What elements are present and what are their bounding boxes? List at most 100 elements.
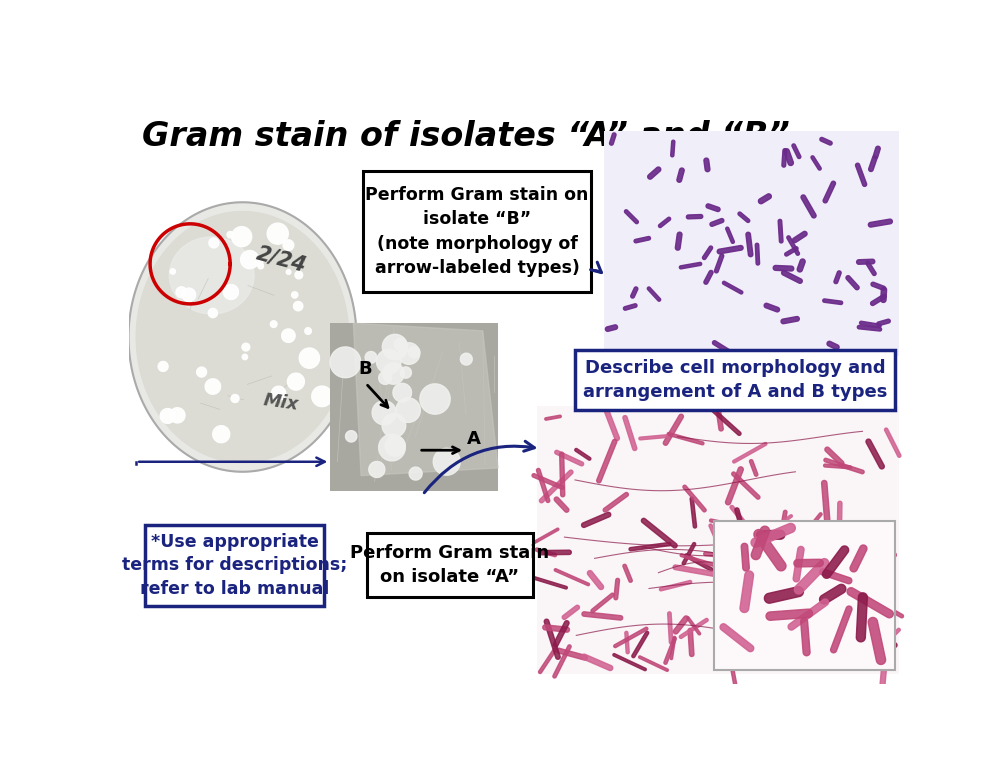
Polygon shape [829,530,833,571]
Polygon shape [242,354,248,359]
Polygon shape [658,217,670,227]
Polygon shape [707,404,741,435]
Polygon shape [727,647,737,687]
Polygon shape [764,303,779,312]
Polygon shape [758,194,771,204]
Polygon shape [792,231,807,243]
Polygon shape [160,409,175,423]
Polygon shape [158,362,168,372]
Polygon shape [733,442,767,463]
Polygon shape [856,164,867,187]
Polygon shape [722,594,756,615]
Polygon shape [720,624,754,651]
Polygon shape [206,379,221,394]
Polygon shape [614,627,648,647]
Polygon shape [801,195,816,218]
Polygon shape [232,227,252,247]
Polygon shape [311,386,333,406]
Polygon shape [858,604,870,623]
Polygon shape [670,637,675,660]
Polygon shape [868,219,892,227]
Polygon shape [270,321,277,327]
Polygon shape [782,149,786,167]
Polygon shape [379,434,405,461]
Polygon shape [613,654,646,670]
Polygon shape [525,528,558,548]
Polygon shape [811,156,822,170]
Bar [714,521,895,670]
Polygon shape [710,219,724,227]
Polygon shape [398,343,419,364]
Polygon shape [868,643,897,647]
Polygon shape [825,447,844,465]
Polygon shape [720,607,728,644]
Polygon shape [379,372,392,385]
Polygon shape [757,530,785,540]
Polygon shape [227,231,234,238]
Polygon shape [880,643,888,686]
Bar [536,406,898,674]
Polygon shape [784,149,793,165]
Polygon shape [750,460,758,476]
Polygon shape [797,259,805,272]
Polygon shape [377,349,401,374]
Bar [145,525,325,606]
Polygon shape [588,571,604,590]
Polygon shape [781,316,799,323]
Polygon shape [781,270,802,283]
Polygon shape [797,513,823,543]
Polygon shape [281,329,295,343]
Polygon shape [868,596,903,617]
Polygon shape [602,402,619,441]
Polygon shape [631,287,638,298]
Polygon shape [553,621,570,647]
Polygon shape [686,214,703,219]
Polygon shape [354,323,498,475]
Polygon shape [868,591,892,626]
Polygon shape [740,571,754,613]
Polygon shape [667,612,672,644]
Polygon shape [396,398,420,422]
Polygon shape [542,625,570,632]
Text: Gram stain of isolates “A” and “B”: Gram stain of isolates “A” and “B” [142,121,790,154]
Polygon shape [625,631,629,654]
Polygon shape [807,604,818,649]
Polygon shape [659,581,691,591]
Polygon shape [784,247,798,256]
Polygon shape [851,551,863,588]
Polygon shape [552,645,572,678]
Polygon shape [866,261,876,276]
Polygon shape [706,204,720,211]
Polygon shape [286,270,291,274]
Polygon shape [718,246,743,253]
Polygon shape [433,449,461,475]
Polygon shape [732,472,760,499]
Polygon shape [136,211,349,462]
Polygon shape [704,270,713,284]
Polygon shape [820,584,846,604]
Polygon shape [834,271,841,283]
Polygon shape [723,281,743,294]
Polygon shape [802,629,817,642]
Polygon shape [632,631,649,657]
Polygon shape [773,266,793,271]
Polygon shape [648,167,661,179]
Polygon shape [885,428,901,457]
Polygon shape [420,384,451,414]
Polygon shape [369,462,385,478]
Polygon shape [295,271,302,279]
Polygon shape [686,617,701,635]
Polygon shape [823,546,849,578]
Polygon shape [680,554,715,566]
Polygon shape [639,435,667,440]
FancyBboxPatch shape [331,323,498,491]
Polygon shape [664,637,676,664]
Polygon shape [382,334,407,359]
Polygon shape [792,144,800,158]
Text: Describe cell morphology and
arrangement of A and B types: Describe cell morphology and arrangement… [583,359,887,401]
Polygon shape [287,373,304,390]
Polygon shape [365,352,377,363]
Polygon shape [800,618,810,656]
Polygon shape [850,545,867,572]
Polygon shape [554,568,590,586]
